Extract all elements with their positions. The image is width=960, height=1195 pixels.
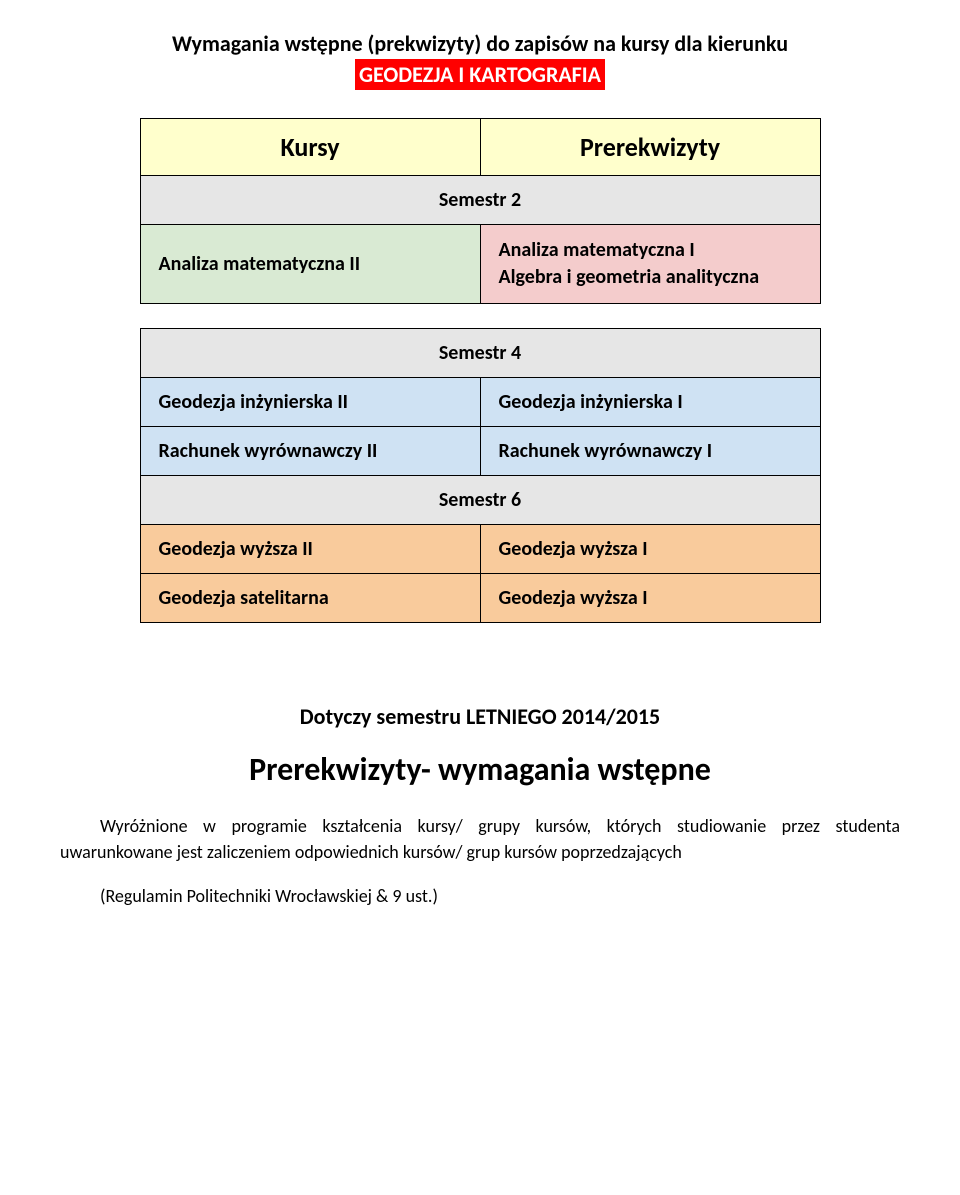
- paragraph-note: (Regulamin Politechniki Wrocławskiej & 9…: [60, 883, 900, 909]
- table-row: Geodezja satelitarna Geodezja wyższa I: [140, 574, 820, 623]
- sem2-label-row: Semestr 2: [140, 176, 820, 225]
- sem6-course-1: Geodezja wyższa II: [140, 525, 480, 574]
- subtitle-semester: Dotyczy semestru LETNIEGO 2014/2015: [50, 703, 910, 730]
- sem4-course-2: Rachunek wyrównawczy II: [140, 427, 480, 476]
- header-prerekwizyty: Prerekwizyty: [480, 119, 820, 176]
- paragraph-body: Wyróżnione w programie kształcenia kursy…: [60, 813, 900, 865]
- subtitle-prerekwizyty: Prerekwizyty- wymagania wstępne: [50, 750, 910, 789]
- table-block-2: Semestr 4 Geodezja inżynierska II Geodez…: [140, 328, 821, 623]
- sem2-course: Analiza matematyczna II: [140, 225, 480, 304]
- table-block-1: Kursy Prerekwizyty Semestr 2 Analiza mat…: [140, 118, 821, 304]
- sem4-prereq-1: Geodezja inżynierska I: [480, 378, 820, 427]
- table-row: Geodezja wyższa II Geodezja wyższa I: [140, 525, 820, 574]
- table-header-row: Kursy Prerekwizyty: [140, 119, 820, 176]
- sem6-course-2: Geodezja satelitarna: [140, 574, 480, 623]
- title-highlight: GEODEZJA I KARTOGRAFIA: [355, 59, 605, 90]
- sem4-prereq-2: Rachunek wyrównawczy I: [480, 427, 820, 476]
- sem4-course-1: Geodezja inżynierska II: [140, 378, 480, 427]
- page-title-line2: GEODEZJA I KARTOGRAFIA: [50, 61, 910, 88]
- sem6-prereq-2: Geodezja wyższa I: [480, 574, 820, 623]
- sem2-prereq-line2: Algebra i geometria analityczna: [499, 264, 802, 291]
- sem4-label-row: Semestr 4: [140, 329, 820, 378]
- sem2-prereq: Analiza matematyczna I Algebra i geometr…: [480, 225, 820, 304]
- sem6-prereq-1: Geodezja wyższa I: [480, 525, 820, 574]
- table-row: Geodezja inżynierska II Geodezja inżynie…: [140, 378, 820, 427]
- sem4-label: Semestr 4: [140, 329, 820, 378]
- page-title-line1: Wymagania wstępne (prekwizyty) do zapisó…: [50, 30, 910, 57]
- sem2-label: Semestr 2: [140, 176, 820, 225]
- sem6-label-row: Semestr 6: [140, 476, 820, 525]
- table-row: Rachunek wyrównawczy II Rachunek wyrówna…: [140, 427, 820, 476]
- sem2-prereq-line1: Analiza matematyczna I: [499, 237, 802, 264]
- sem6-label: Semestr 6: [140, 476, 820, 525]
- header-kursy: Kursy: [140, 119, 480, 176]
- tables-container: Kursy Prerekwizyty Semestr 2 Analiza mat…: [50, 118, 910, 623]
- table-row: Analiza matematyczna II Analiza matematy…: [140, 225, 820, 304]
